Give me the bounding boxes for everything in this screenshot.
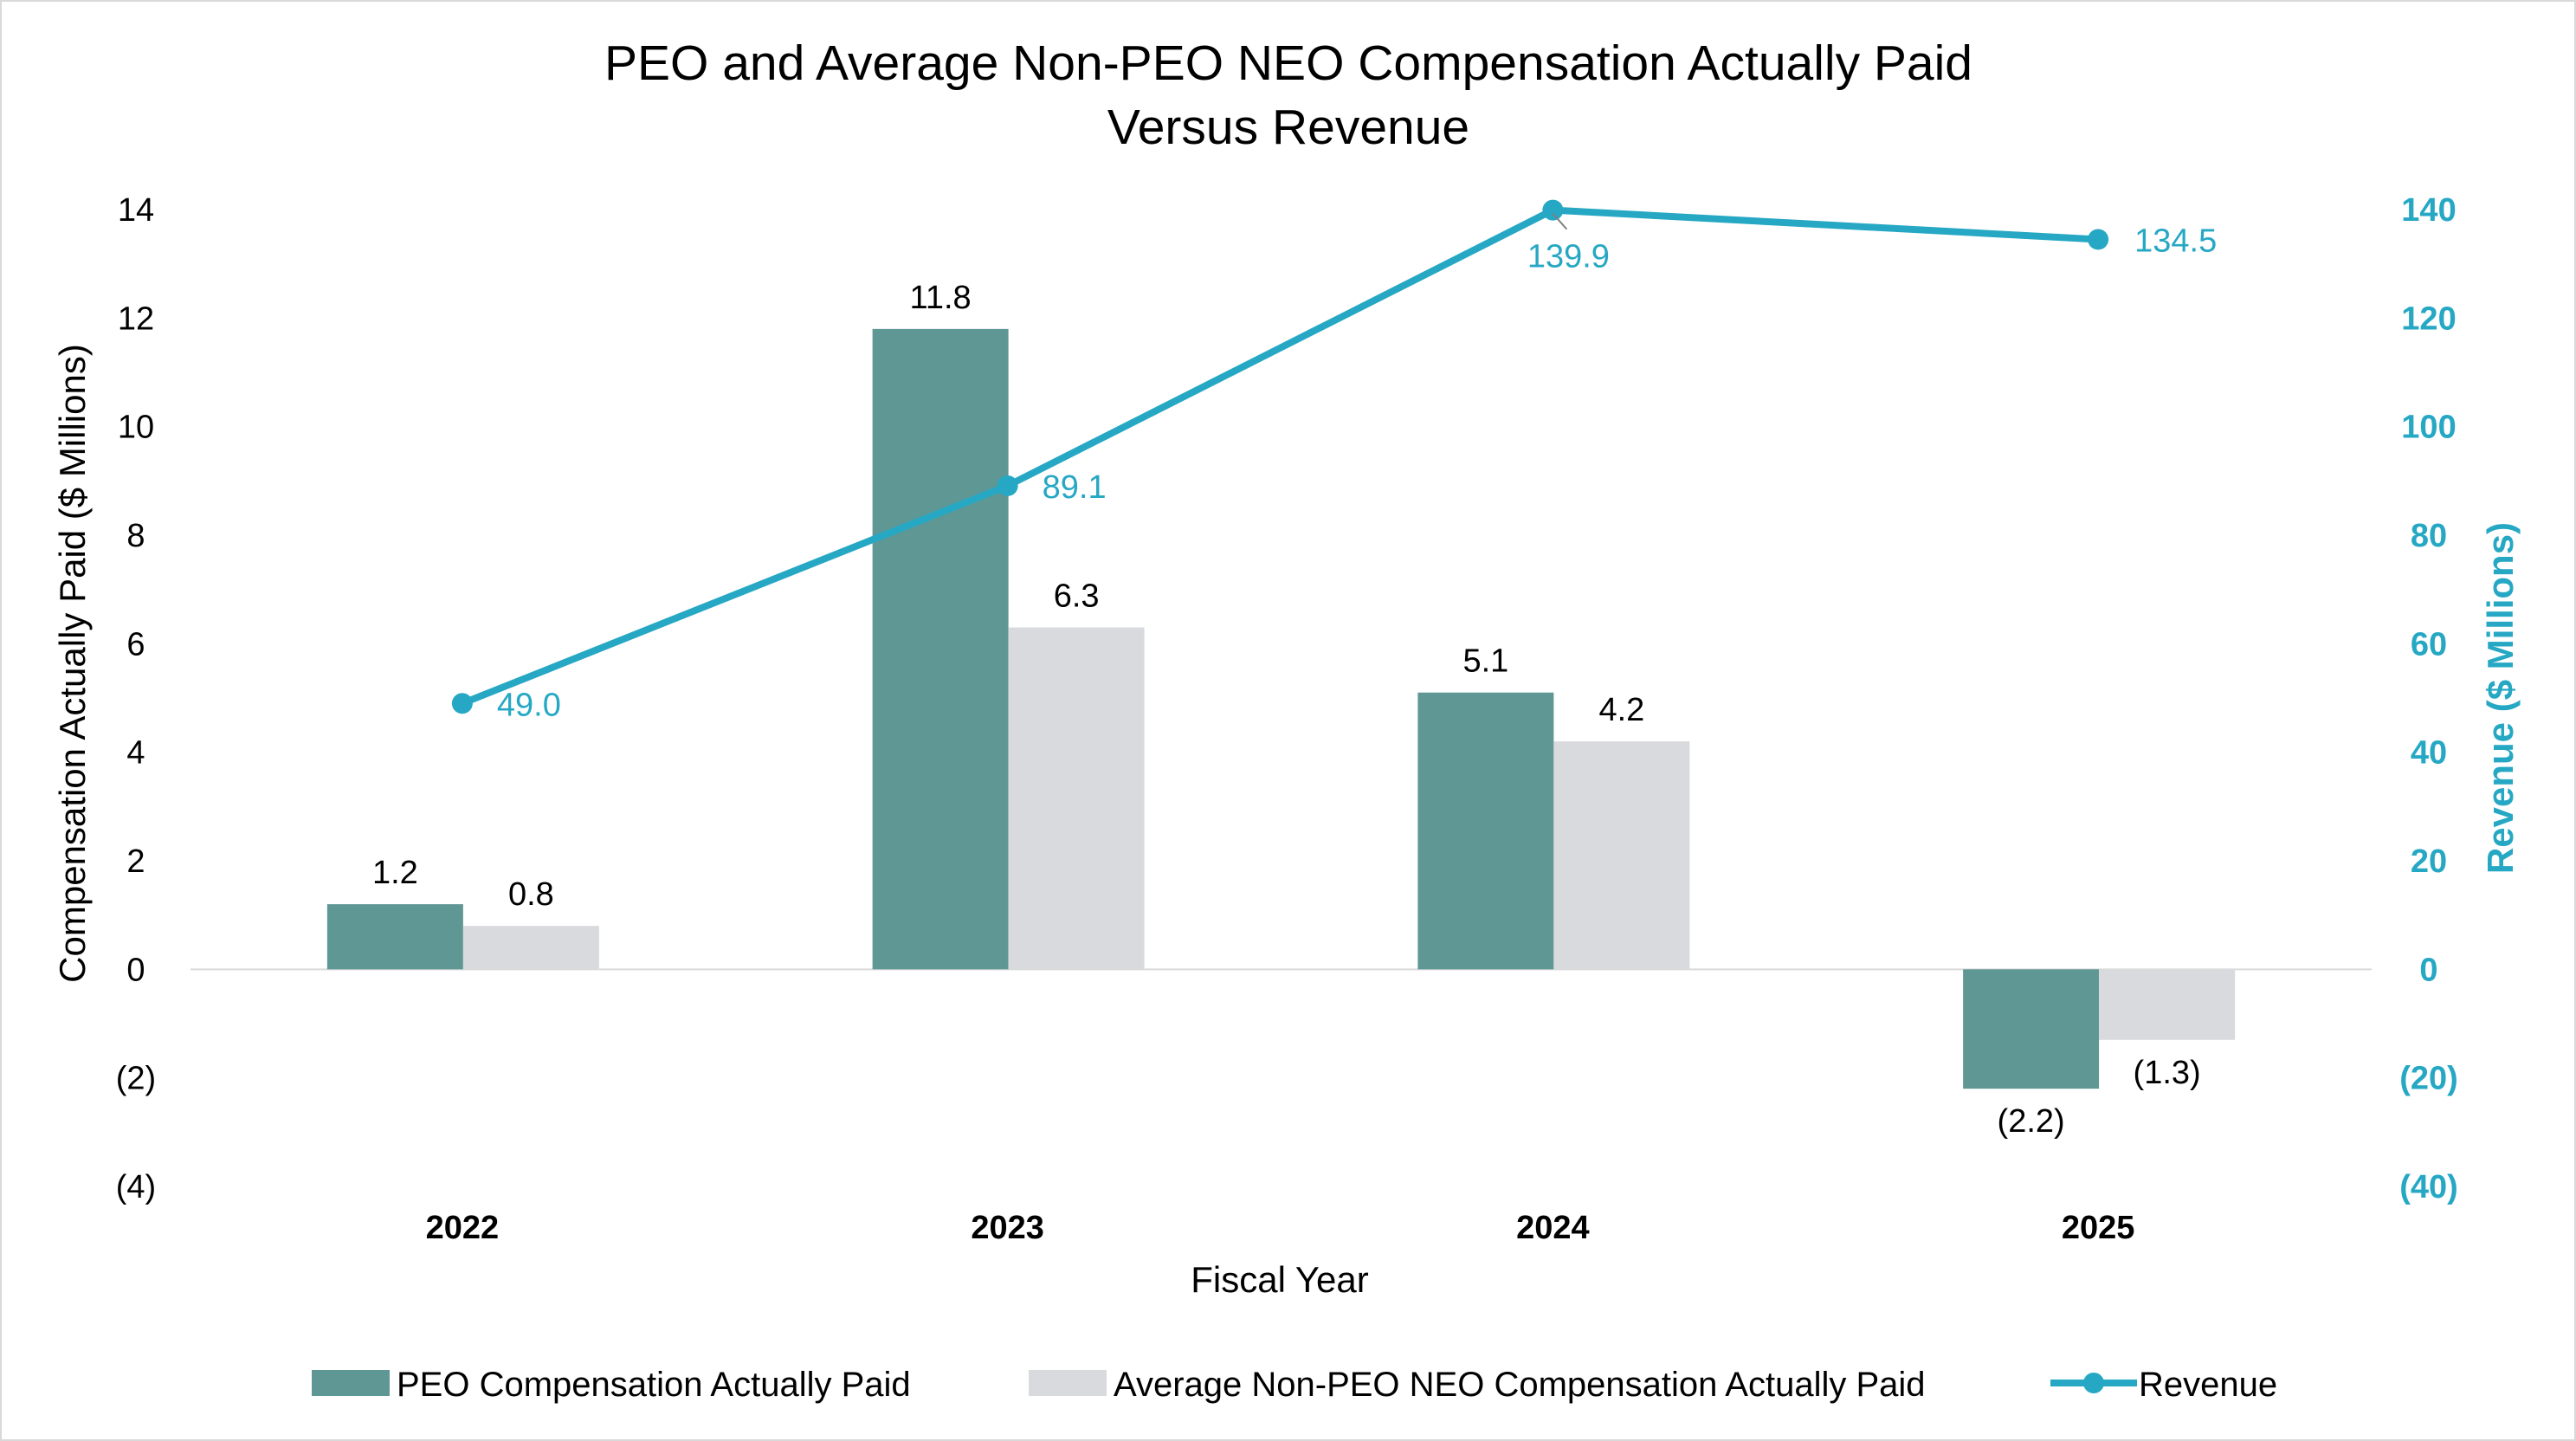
legend-swatch-non-peo [1029, 1370, 1107, 1396]
bar-non-peo-2022 [462, 926, 599, 970]
y-axis-title: Compensation Actually Paid ($ Millions) [52, 344, 93, 983]
bar-data-label: (1.3) [2134, 1055, 2201, 1091]
bar-data-label: 4.2 [1598, 692, 1644, 728]
y2-axis-title: Revenue ($ Millions) [2480, 522, 2521, 874]
chart-title-line1: PEO and Average Non-PEO NEO Compensation… [604, 36, 1972, 91]
bar-data-label: 11.8 [910, 280, 972, 316]
y-tick-label: 10 [118, 410, 154, 446]
bar-peo-2025 [1963, 969, 2100, 1089]
y-tick-label: 2 [126, 843, 145, 880]
bar-data-label: 6.3 [1054, 578, 1100, 615]
y2-tick-label: (20) [2399, 1061, 2458, 1097]
revenue-line [461, 206, 2099, 707]
category-label-2025: 2025 [2062, 1210, 2135, 1246]
bar-non-peo-2025 [2099, 969, 2236, 1040]
bar-peo-2024 [1417, 692, 1554, 970]
revenue-marker-2022 [451, 693, 473, 714]
y-tick-label: 4 [126, 735, 145, 772]
category-label-2023: 2023 [971, 1210, 1044, 1246]
y2-tick-label: 40 [2411, 735, 2447, 772]
bar-data-label: 1.2 [372, 855, 418, 891]
legend-label-peo: PEO Compensation Actually Paid [397, 1366, 911, 1404]
bar-data-label: (2.2) [1998, 1103, 2065, 1140]
bar-non-peo-2023 [1008, 627, 1145, 970]
y2-tick-label: 0 [2419, 952, 2437, 988]
revenue-marker-2024 [1542, 199, 1564, 221]
category-label-2024: 2024 [1516, 1210, 1590, 1246]
bar-data-labels: 1.2 11.8 5.1 (2.2) 0.8 6.3 4.2 (1.3) [372, 280, 2201, 1140]
left-axis-ticks: 14 12 10 8 6 4 2 0 (2) (4) [116, 192, 156, 1205]
revenue-marker-2023 [997, 475, 1018, 496]
y2-tick-label: 60 [2411, 626, 2447, 662]
y2-tick-label: (40) [2399, 1169, 2458, 1205]
y2-tick-label: 100 [2401, 410, 2456, 446]
revenue-label-leader [1552, 212, 1568, 230]
bar-series [326, 328, 2236, 1089]
y2-tick-label: 80 [2411, 518, 2447, 554]
revenue-marker-2025 [2088, 229, 2109, 250]
legend-label-revenue: Revenue [2139, 1366, 2277, 1404]
y-tick-label: (4) [116, 1169, 156, 1205]
revenue-line-series: 49.0 89.1 139.9 134.5 [451, 199, 2217, 723]
x-axis-title: Fiscal Year [1191, 1259, 1368, 1300]
bar-peo-2023 [872, 328, 1009, 970]
y2-tick-label: 120 [2401, 300, 2456, 337]
right-axis-ticks: 140 120 100 80 60 40 20 0 (20) (40) [2399, 192, 2458, 1205]
revenue-data-label: 139.9 [1527, 239, 1610, 275]
revenue-data-label: 89.1 [1043, 469, 1107, 506]
bar-peo-2022 [326, 904, 463, 970]
category-axis-labels: 2022 2023 2024 2025 [426, 1210, 2135, 1246]
bar-data-label: 0.8 [508, 876, 554, 913]
legend-marker-revenue [2083, 1373, 2104, 1393]
chart-title-line2: Versus Revenue [1107, 100, 1469, 155]
y-tick-label: 8 [126, 518, 145, 554]
y-tick-label: 6 [126, 626, 145, 662]
chart-legend: PEO Compensation Actually Paid Average N… [312, 1366, 2277, 1404]
y-tick-label: 12 [118, 300, 154, 337]
y-tick-label: (2) [116, 1061, 156, 1097]
revenue-data-label: 49.0 [497, 687, 561, 723]
y2-tick-label: 20 [2411, 843, 2447, 880]
legend-label-non-peo: Average Non-PEO NEO Compensation Actuall… [1114, 1366, 1926, 1404]
y-tick-label: 14 [118, 192, 154, 229]
y-tick-label: 0 [126, 952, 145, 988]
bar-non-peo-2024 [1553, 741, 1690, 970]
legend-swatch-peo [312, 1370, 390, 1396]
revenue-data-label: 134.5 [2134, 223, 2217, 259]
bar-data-label: 5.1 [1462, 643, 1508, 680]
y2-tick-label: 140 [2401, 192, 2456, 229]
category-label-2022: 2022 [426, 1210, 500, 1246]
